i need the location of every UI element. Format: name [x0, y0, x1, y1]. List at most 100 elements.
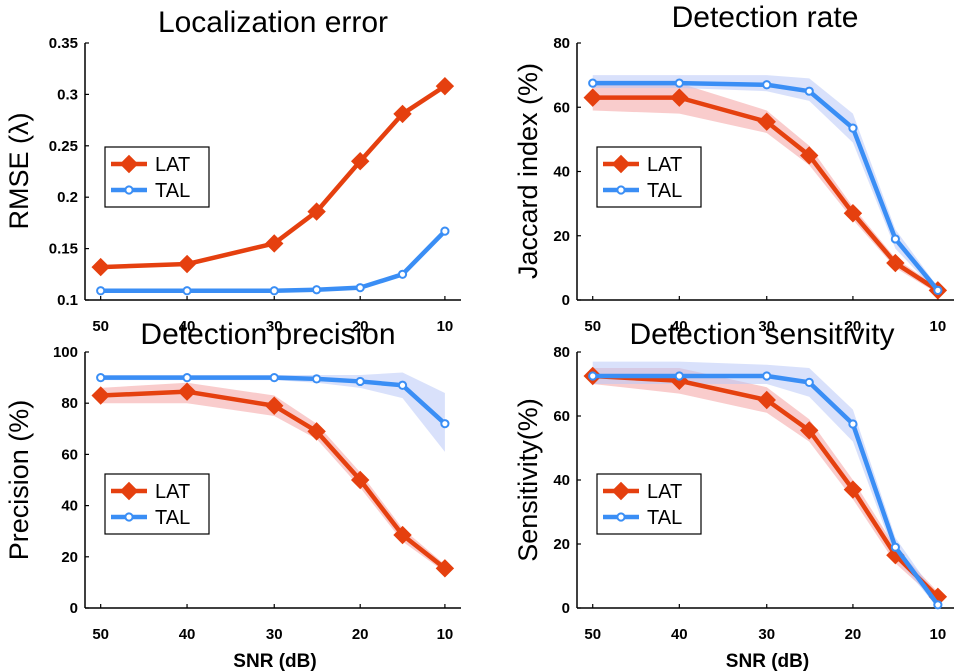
- point-tal-20: [848, 419, 858, 429]
- chart-detection-sensitivity: 0 20 40 60 80 50 40 30 20 10 Detection sensitivity…: [513, 318, 954, 672]
- chart-detection-precision: 0 20 40 60 80 100 50 40 30 20 10 Detection precisio…: [4, 318, 461, 672]
- point-lat-25: [307, 422, 326, 441]
- x-axis-label: SNR (dB): [726, 651, 809, 672]
- x-tick-label: 40: [671, 626, 688, 643]
- band-lat: [100, 382, 445, 573]
- point-lat-10: [435, 76, 455, 96]
- point-lat-30: [757, 112, 776, 131]
- point-lat-10: [435, 559, 455, 578]
- point-lat-40: [177, 254, 197, 274]
- x-tick-label: 30: [266, 626, 283, 643]
- point-lat-20: [350, 152, 370, 171]
- chart-detection-rate: 0 20 40 60 80 50 40 30 20 10 Detection rate Jaccard…: [513, 1, 954, 335]
- legend-label-lat: LAT: [155, 154, 190, 176]
- legend-marker-lat: [611, 481, 631, 501]
- x-axis-label: SNR (dB): [233, 651, 316, 672]
- point-tal-15: [397, 380, 408, 390]
- x-tick-label: 40: [179, 626, 196, 643]
- legend: LAT TAL: [596, 473, 702, 535]
- point-lat-40: [670, 88, 689, 107]
- point-lat-15: [886, 253, 905, 273]
- y-tick-label: 0.2: [57, 189, 78, 206]
- point-lat-50: [583, 88, 602, 107]
- x-tick-label: 10: [437, 626, 454, 643]
- y-axis-label: Sensitivity(%): [513, 398, 543, 562]
- legend-label-tal: TAL: [155, 507, 190, 529]
- point-lat-40: [177, 382, 197, 401]
- legend-label-lat: LAT: [155, 481, 190, 503]
- point-tal-15: [890, 542, 900, 552]
- y-tick-label: 20: [61, 549, 78, 566]
- x-tick-label: 50: [92, 626, 109, 643]
- legend-box: [104, 473, 210, 535]
- y-tick-label: 80: [553, 344, 570, 361]
- x-tick-label: 20: [845, 318, 862, 335]
- point-tal-40: [182, 286, 192, 296]
- point-tal-20: [355, 376, 365, 387]
- y-tick-label: 60: [553, 408, 570, 425]
- legend-box: [104, 146, 210, 208]
- x-tick-label: 10: [930, 318, 947, 335]
- y-tick-label: 80: [61, 395, 78, 412]
- point-lat-50: [91, 257, 110, 277]
- x-tick-label: 30: [758, 626, 775, 643]
- x-tick-label: 40: [671, 318, 688, 335]
- legend-label-tal: TAL: [155, 180, 190, 202]
- x-tick-label: 30: [266, 318, 283, 335]
- band-tal: [100, 372, 445, 452]
- point-tal-10: [933, 285, 943, 295]
- x-tick-label: 40: [179, 318, 196, 335]
- chart-title: Detection rate: [672, 1, 859, 34]
- legend-label-lat: LAT: [647, 481, 682, 503]
- point-lat-15: [393, 525, 412, 545]
- x-tick-label: 10: [437, 318, 454, 335]
- point-tal-40: [674, 78, 684, 88]
- y-tick-label: 40: [553, 164, 570, 181]
- legend-marker-tal: [124, 185, 134, 195]
- y-tick-label: 0.1: [57, 292, 78, 309]
- legend-label-lat: LAT: [647, 154, 682, 176]
- y-tick-label: 0: [562, 600, 570, 617]
- y-tick-label: 60: [61, 446, 78, 463]
- point-tal-30: [762, 371, 772, 381]
- point-tal-40: [182, 373, 192, 383]
- point-tal-15: [397, 269, 408, 279]
- point-lat-20: [843, 480, 863, 499]
- x-tick-label: 20: [352, 626, 369, 643]
- point-tal-50: [588, 78, 598, 88]
- legend-box: [596, 146, 702, 208]
- legend-marker-tal: [616, 185, 626, 195]
- point-lat-25: [307, 202, 326, 221]
- y-tick-label: 80: [553, 35, 570, 52]
- point-tal-10: [440, 226, 450, 236]
- y-tick-label: 100: [53, 344, 78, 361]
- point-tal-25: [312, 285, 322, 295]
- legend-marker-lat: [611, 154, 631, 174]
- point-tal-30: [269, 286, 279, 296]
- legend-marker-tal: [124, 512, 134, 522]
- point-tal-10: [933, 600, 943, 610]
- point-lat-25: [800, 146, 819, 165]
- legend-marker-lat: [119, 481, 139, 501]
- legend: LAT TAL: [104, 146, 210, 208]
- point-lat-15: [393, 104, 412, 124]
- point-tal-50: [96, 286, 106, 296]
- point-tal-10: [440, 419, 450, 429]
- point-lat-30: [757, 390, 776, 410]
- y-axis-label: Jaccard index (%): [513, 63, 543, 279]
- point-tal-50: [588, 371, 598, 381]
- point-tal-25: [312, 374, 322, 384]
- point-tal-25: [804, 86, 814, 96]
- point-lat-30: [265, 234, 284, 253]
- point-tal-20: [355, 283, 365, 293]
- point-lat-20: [843, 204, 863, 223]
- x-tick-label: 20: [845, 626, 862, 643]
- y-tick-label: 20: [553, 228, 570, 245]
- legend-marker-lat: [119, 154, 139, 174]
- legend-box: [596, 473, 702, 535]
- x-tick-label: 50: [584, 626, 601, 643]
- y-axis-label: Precision (%): [4, 400, 34, 561]
- point-lat-30: [265, 396, 284, 415]
- point-lat-25: [800, 421, 819, 440]
